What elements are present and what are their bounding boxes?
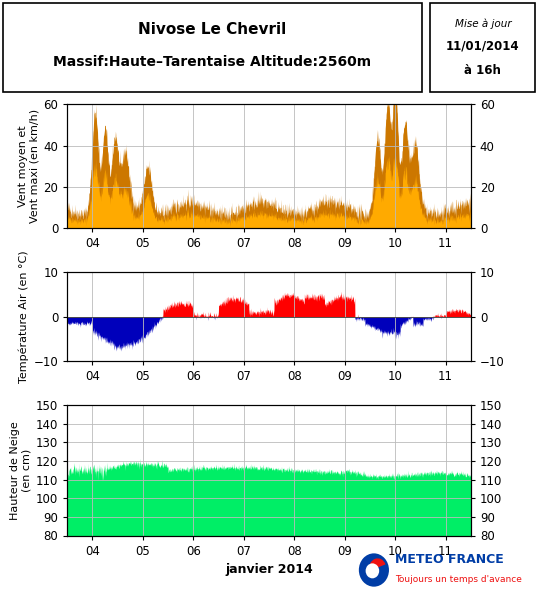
Y-axis label: Vent moyen et
Vent maxi (en km/h): Vent moyen et Vent maxi (en km/h) — [18, 109, 39, 223]
Text: Massif:Haute–Tarentaise Altitude:2560m: Massif:Haute–Tarentaise Altitude:2560m — [53, 55, 372, 70]
X-axis label: janvier 2014: janvier 2014 — [225, 563, 313, 576]
Text: METEO FRANCE: METEO FRANCE — [395, 553, 504, 566]
Y-axis label: Température Air (en °C): Température Air (en °C) — [19, 250, 29, 383]
Text: 11/01/2014: 11/01/2014 — [446, 40, 520, 53]
Text: Nivose Le Chevril: Nivose Le Chevril — [138, 22, 287, 37]
Text: à 16h: à 16h — [464, 64, 501, 77]
Y-axis label: Hauteur de Neige
(en cm): Hauteur de Neige (en cm) — [10, 421, 32, 519]
Text: Mise à jour: Mise à jour — [455, 18, 511, 29]
Text: Toujours un temps d'avance: Toujours un temps d'avance — [395, 575, 522, 584]
